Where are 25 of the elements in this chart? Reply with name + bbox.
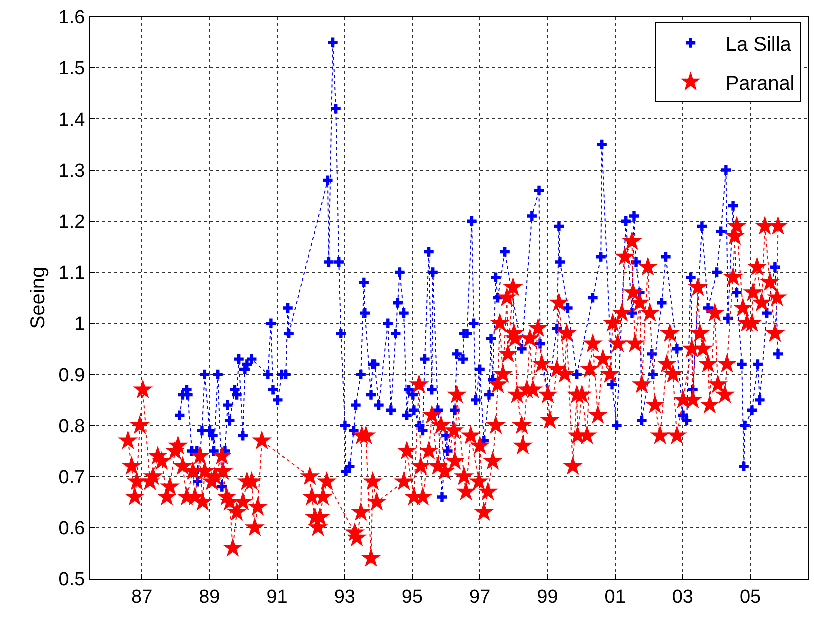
- legend-label: La Silla: [726, 34, 792, 56]
- x-tick-label: 05: [740, 586, 762, 608]
- x-tick-label: 01: [604, 586, 626, 608]
- y-tick-label: 1.5: [58, 58, 86, 80]
- legend-label: Paranal: [726, 72, 795, 95]
- y-tick-label: 1: [74, 314, 86, 336]
- x-tick-label: 87: [131, 586, 153, 608]
- x-tick-label: 99: [537, 586, 558, 608]
- y-tick-label: 1.6: [58, 8, 86, 29]
- y-tick-label: 0.9: [58, 365, 86, 386]
- x-tick-label: 95: [402, 586, 424, 608]
- y-tick-label: 1.3: [58, 160, 86, 182]
- y-tick-label: 1.4: [58, 110, 86, 131]
- y-tick-label: 0.5: [58, 570, 86, 591]
- y-tick-label: 1.2: [58, 212, 86, 234]
- y-tick-label: 0.8: [58, 416, 86, 438]
- x-tick-label: 93: [334, 586, 356, 608]
- x-tick-label: 03: [672, 586, 694, 608]
- y-tick-label: 1.1: [58, 263, 86, 284]
- y-tick-label: 0.6: [58, 518, 86, 540]
- y-axis-title: Seeing: [27, 266, 50, 330]
- x-tick-label: 91: [266, 586, 288, 608]
- x-tick-label: 89: [199, 586, 220, 608]
- y-tick-label: 0.7: [58, 467, 86, 488]
- x-tick-label: 97: [470, 586, 491, 608]
